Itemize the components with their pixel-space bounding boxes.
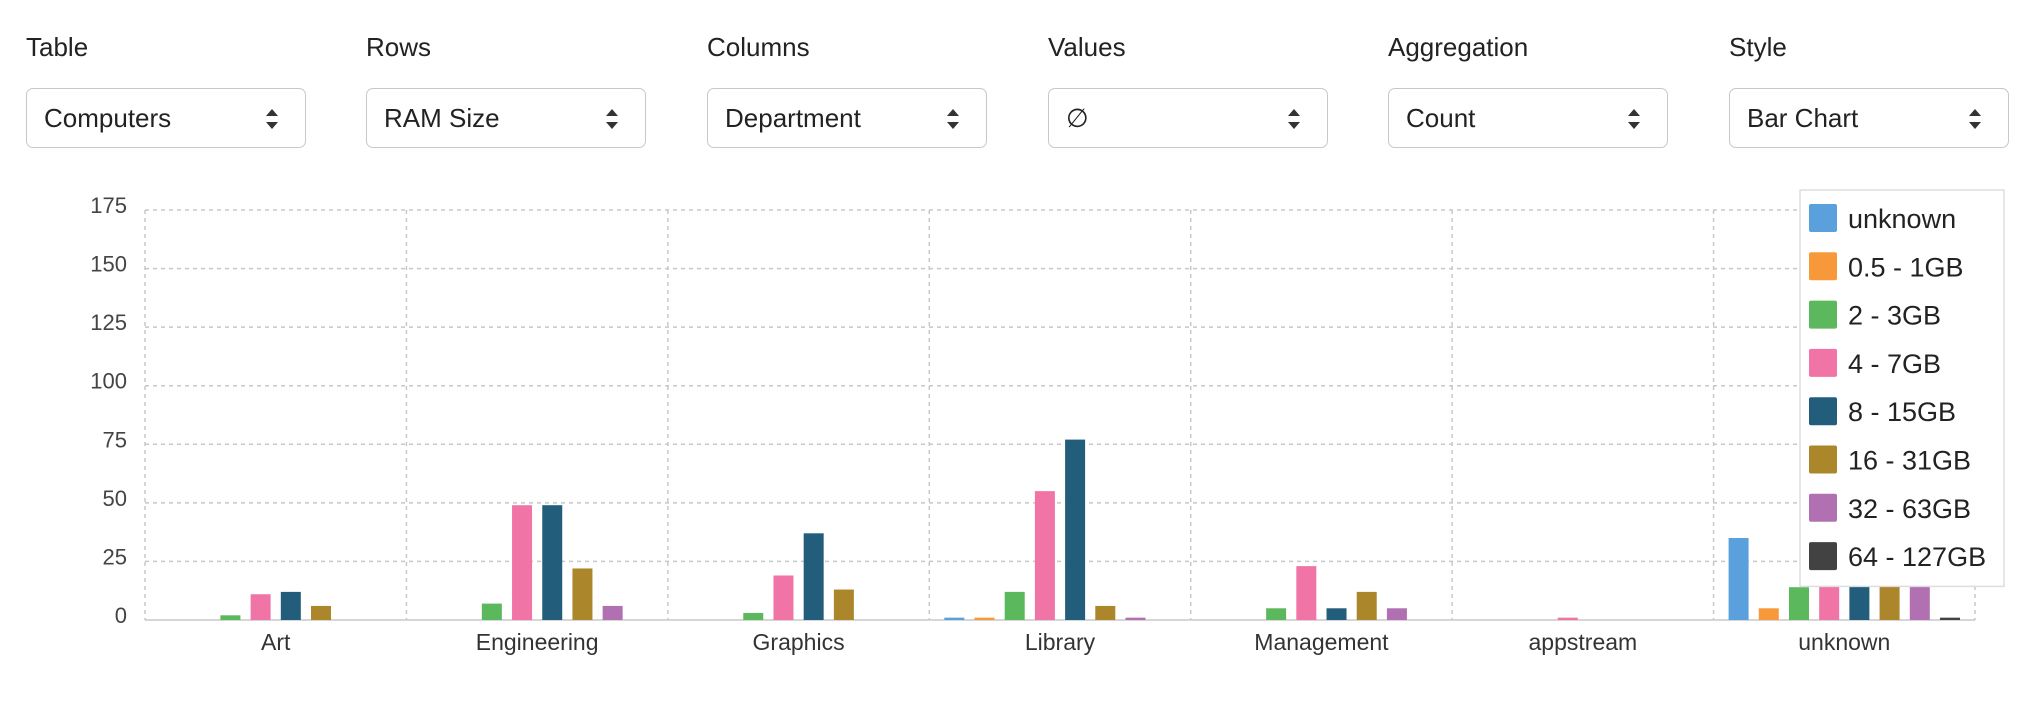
- bar-chart: 0 25 50 75 100 125 150 175 Art Engineering Graphic…: [0, 170, 2026, 704]
- bar-library-0-5-1gb: [974, 617, 995, 620]
- legend-box: [1799, 189, 2005, 588]
- bar-graphics-16-31gb: [833, 589, 854, 620]
- up-down-caret-icon: [1969, 109, 1981, 129]
- bar-library-8-15gb: [1065, 439, 1086, 620]
- table-select[interactable]: Computers: [26, 88, 306, 148]
- y-tick-label: 0: [115, 603, 127, 628]
- up-down-caret-icon: [266, 109, 278, 129]
- up-down-caret-icon: [1628, 109, 1640, 129]
- x-tick-label: Art: [261, 629, 291, 655]
- bar-engineering-2-3gb: [481, 603, 502, 620]
- y-tick-label: 125: [90, 310, 127, 335]
- bar-graphics-8-15gb: [803, 533, 824, 620]
- aggregation-control: Aggregation Count: [1388, 30, 1670, 148]
- bar-library-unknown: [944, 617, 965, 620]
- rows-select[interactable]: RAM Size: [366, 88, 646, 148]
- bar-unknown-64-127gb: [1939, 617, 1960, 620]
- y-tick-label: 150: [90, 252, 127, 277]
- legend-swatch-4-7gb: [1809, 348, 1837, 377]
- bar-engineering-16-31gb: [572, 568, 593, 620]
- columns-control: Columns Department: [707, 30, 989, 148]
- values-select-value: ∅: [1066, 103, 1089, 133]
- table-control: Table Computers: [26, 30, 308, 148]
- bar-art-8-15gb: [280, 591, 301, 620]
- legend-label: 32 - 63GB: [1848, 494, 1971, 524]
- x-tick-label: Graphics: [753, 629, 845, 655]
- y-tick-label: 75: [103, 427, 127, 452]
- y-tick-label: 175: [90, 193, 127, 218]
- bar-unknown-2-3gb: [1788, 587, 1809, 620]
- bar-appstream-4-7gb: [1557, 617, 1578, 620]
- bar-library-2-3gb: [1004, 591, 1025, 620]
- bar-graphics-4-7gb: [773, 575, 794, 620]
- bar-chart-svg: 0 25 50 75 100 125 150 175 Art Engineering Graphic…: [90, 189, 2005, 655]
- style-select[interactable]: Bar Chart: [1729, 88, 2009, 148]
- x-tick-label: Engineering: [476, 629, 599, 655]
- bar-management-8-15gb: [1326, 608, 1347, 620]
- legend-label: 0.5 - 1GB: [1848, 252, 1964, 282]
- columns-select-value: Department: [725, 103, 861, 133]
- x-tick-label: Management: [1254, 629, 1389, 655]
- style-control: Style Bar Chart: [1729, 30, 2011, 148]
- legend-swatch-unknown: [1809, 204, 1837, 232]
- y-tick-label: 100: [90, 369, 127, 394]
- bar-unknown-unknown: [1728, 538, 1749, 620]
- legend-label: unknown: [1848, 204, 1956, 234]
- legend-label: 2 - 3GB: [1848, 301, 1941, 331]
- y-tick-label: 25: [103, 544, 127, 569]
- bar-management-2-3gb: [1266, 608, 1287, 620]
- rows-select-value: RAM Size: [384, 103, 500, 133]
- legend-swatch-2-3gb: [1809, 300, 1837, 329]
- up-down-caret-icon: [1288, 109, 1300, 129]
- legend-swatch-64-127gb: [1809, 542, 1837, 571]
- values-select[interactable]: ∅: [1048, 88, 1328, 148]
- legend-label: 8 - 15GB: [1848, 397, 1956, 427]
- bar-management-4-7gb: [1296, 566, 1317, 620]
- bar-art-4-7gb: [250, 594, 271, 620]
- bar-art-16-31gb: [311, 605, 332, 620]
- bar-graphics-2-3gb: [743, 612, 764, 620]
- y-tick-label: 50: [103, 486, 127, 511]
- bar-art-2-3gb: [220, 615, 241, 620]
- values-label: Values: [1048, 32, 1126, 62]
- rows-control: Rows RAM Size: [366, 30, 648, 148]
- legend-swatch-16-31gb: [1809, 445, 1837, 474]
- legend-swatch-8-15gb: [1809, 397, 1837, 426]
- bar-engineering-8-15gb: [542, 505, 563, 620]
- columns-label: Columns: [707, 32, 810, 62]
- bar-engineering-32-63gb: [602, 605, 623, 620]
- bar-unknown-0-5-1gb: [1758, 608, 1779, 620]
- chart-controls: Table Computers Rows RAM Size Columns Departm…: [0, 0, 2026, 170]
- up-down-caret-icon: [947, 109, 959, 129]
- style-label: Style: [1729, 32, 1787, 62]
- bar-management-32-63gb: [1386, 608, 1407, 620]
- aggregation-select[interactable]: Count: [1388, 88, 1668, 148]
- bar-management-16-31gb: [1356, 591, 1377, 620]
- columns-select[interactable]: Department: [707, 88, 987, 148]
- rows-label: Rows: [366, 32, 432, 62]
- table-select-value: Computers: [44, 103, 172, 133]
- values-control: Values ∅: [1048, 30, 1330, 148]
- legend-swatch-0-5-1gb: [1809, 252, 1837, 281]
- legend-swatch-32-63gb: [1809, 493, 1837, 522]
- style-select-value: Bar Chart: [1747, 103, 1859, 133]
- legend-label: 64 - 127GB: [1848, 542, 1986, 572]
- table-label: Table: [26, 32, 89, 62]
- aggregation-label: Aggregation: [1388, 32, 1529, 62]
- up-down-caret-icon: [606, 109, 618, 129]
- x-tick-label: Library: [1025, 629, 1096, 655]
- bar-engineering-4-7gb: [512, 505, 533, 620]
- legend-label: 16 - 31GB: [1848, 446, 1971, 476]
- aggregation-select-value: Count: [1406, 103, 1476, 133]
- legend-label: 4 - 7GB: [1848, 349, 1941, 379]
- x-tick-label: appstream: [1529, 629, 1638, 655]
- bar-library-32-63gb: [1125, 617, 1146, 620]
- bar-library-16-31gb: [1095, 605, 1116, 620]
- bar-library-4-7gb: [1034, 491, 1055, 620]
- x-tick-label: unknown: [1798, 629, 1890, 655]
